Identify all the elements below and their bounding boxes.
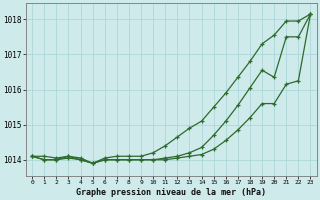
X-axis label: Graphe pression niveau de la mer (hPa): Graphe pression niveau de la mer (hPa) [76,188,266,197]
